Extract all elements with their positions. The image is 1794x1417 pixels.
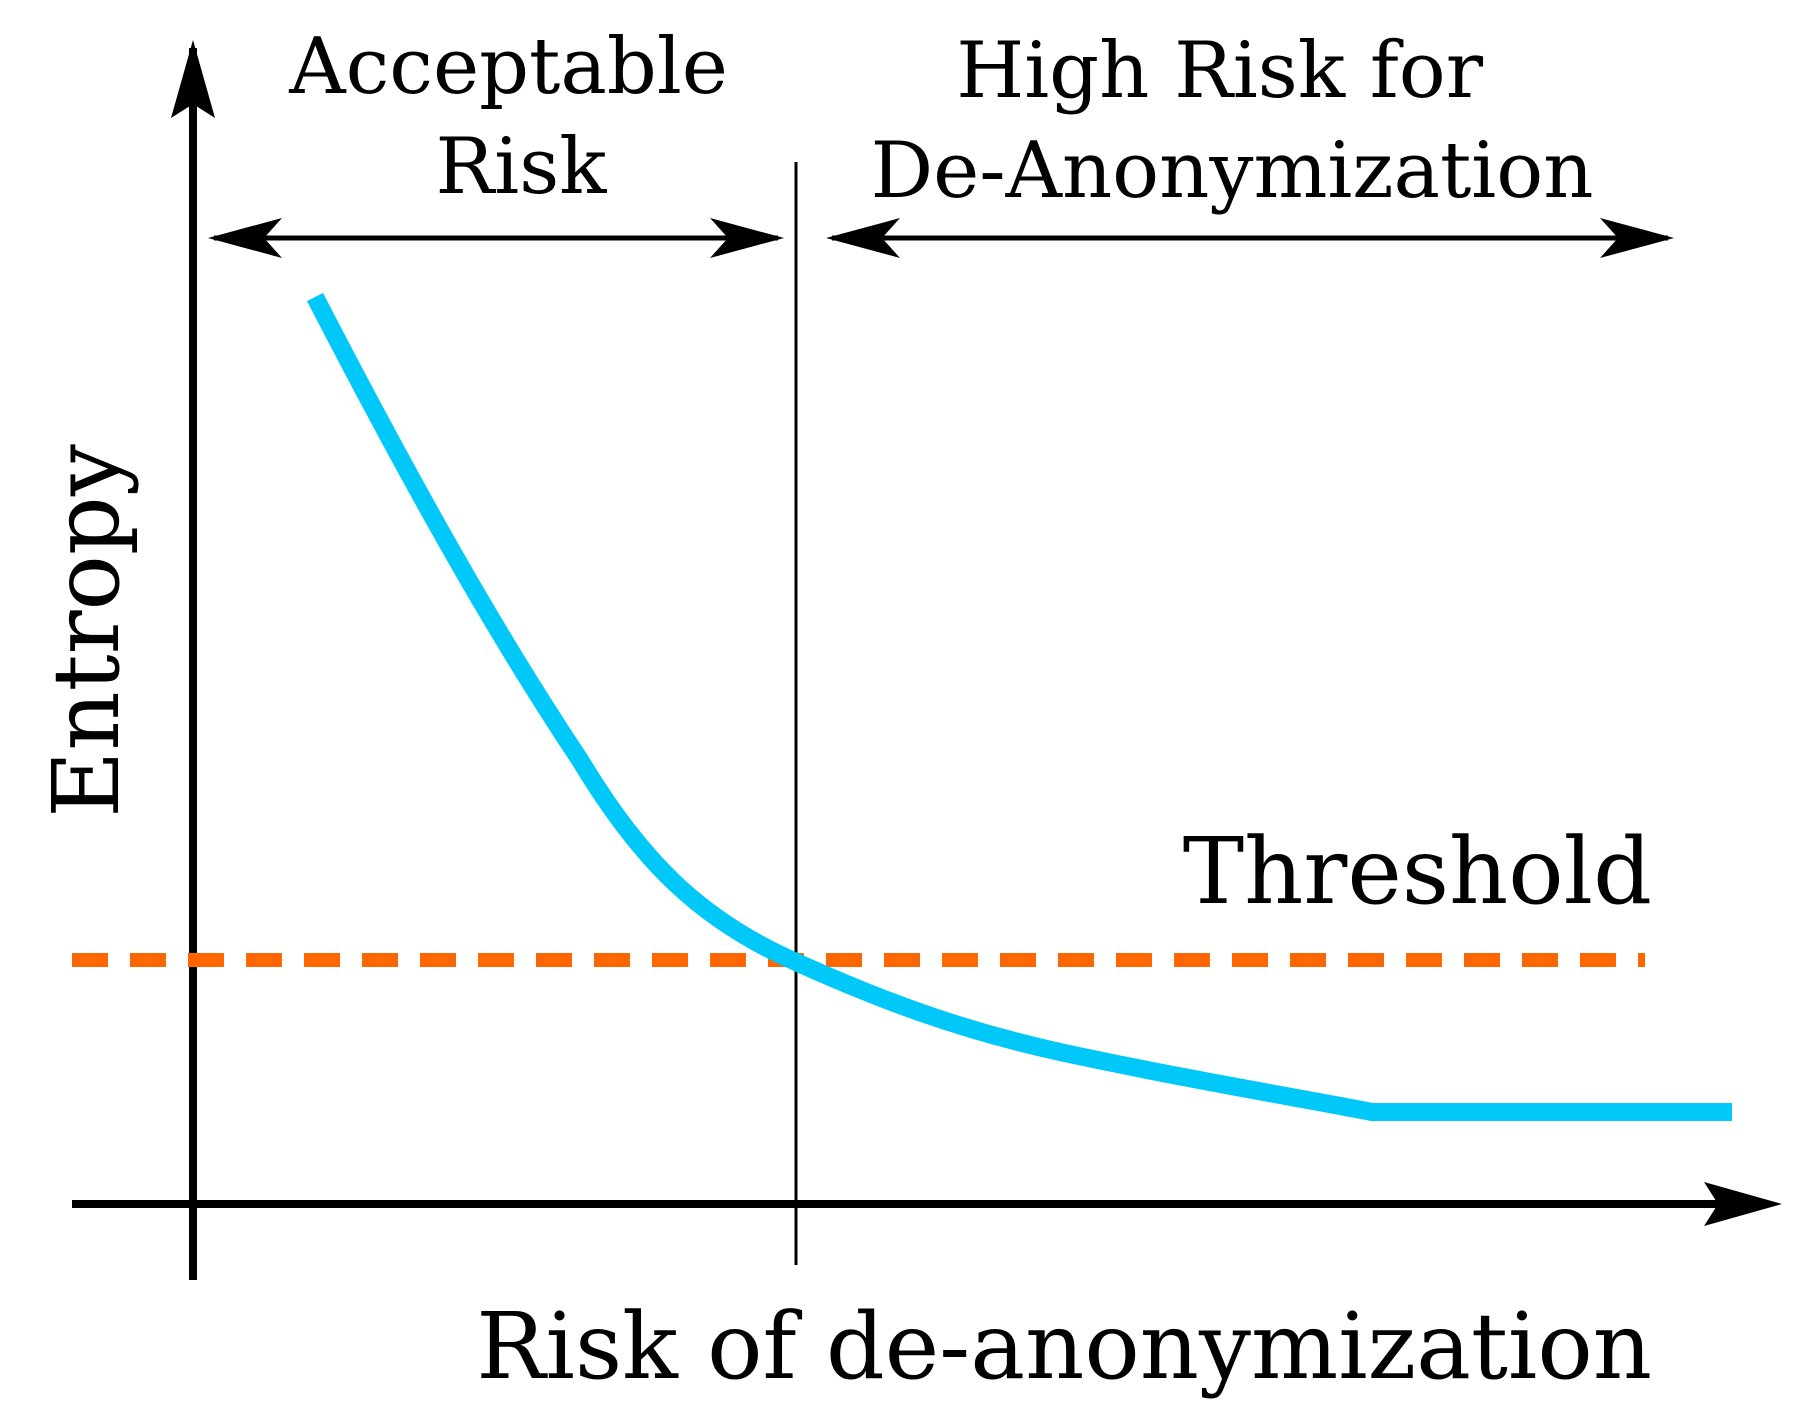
high-risk-label: High Risk for De-Anonymization <box>871 26 1594 216</box>
acceptable-risk-line-2: Risk <box>436 122 608 212</box>
y-axis-arrowhead <box>171 40 215 118</box>
x-axis-title: Risk of de-anonymization <box>476 1293 1652 1400</box>
acceptable-risk-span-arrow <box>208 218 784 258</box>
threshold-label: Threshold <box>1183 818 1652 925</box>
y-axis-title: Entropy <box>33 444 140 818</box>
high-risk-span-arrow <box>826 218 1674 258</box>
x-axis-arrowhead <box>1704 1182 1782 1226</box>
high-risk-line-1: High Risk for <box>956 26 1484 116</box>
high-risk-line-2: De-Anonymization <box>871 126 1594 216</box>
acceptable-risk-line-1: Acceptable <box>288 22 728 112</box>
entropy-curve <box>307 292 1732 1121</box>
acceptable-risk-label: Acceptable Risk <box>288 22 752 212</box>
